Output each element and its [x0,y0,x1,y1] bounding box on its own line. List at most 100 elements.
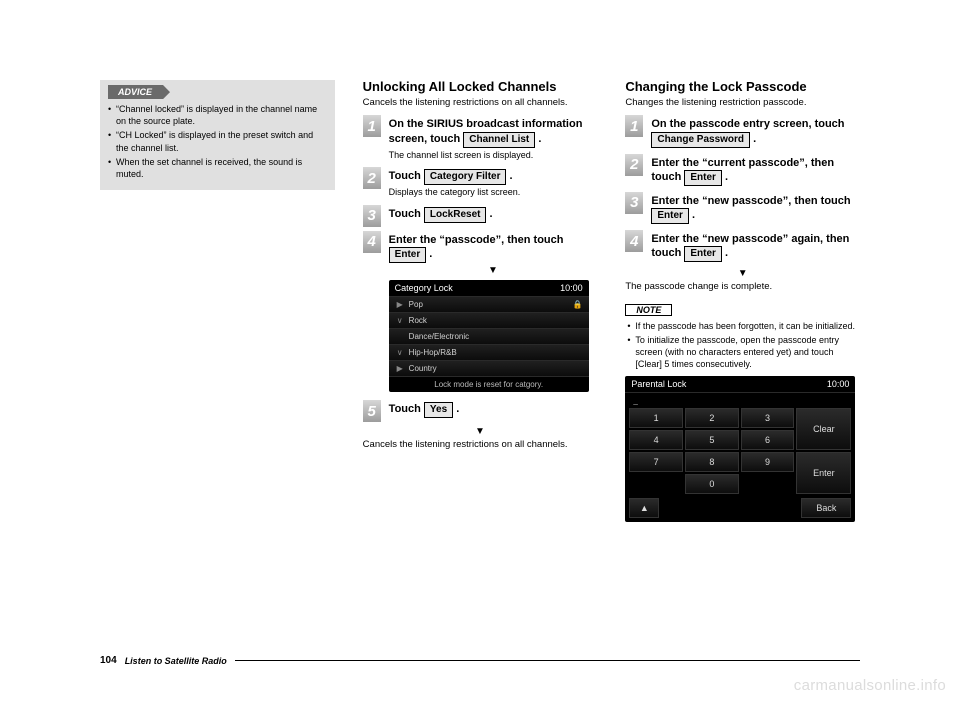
column-1: ADVICE “Channel locked” is displayed in … [100,80,335,526]
column-3: Changing the Lock Passcode Changes the l… [625,80,860,526]
step-title: Enter the “passcode”, then touch Enter . [389,233,598,263]
closing-text: Cancels the listening restrictions on al… [363,439,598,451]
step-desc: The channel list screen is displayed. [389,150,598,162]
advice-list: “Channel locked” is displayed in the cha… [108,103,327,180]
keypad-key[interactable]: 7 [629,452,683,472]
step-number: 3 [625,192,643,214]
step-number: 3 [363,205,381,227]
step-body: Touch LockReset . [387,205,598,227]
step-body: On the passcode entry screen, touch Chan… [649,115,860,149]
enter-button[interactable]: Enter [651,208,689,224]
step-title: Enter the “new passcode”, then touch Ent… [651,194,860,224]
step-5: 5 Touch Yes . [363,400,598,422]
parental-lock-screen: Parental Lock 10:00 _ 1 2 3 4 5 6 7 [625,376,855,522]
lock-icon: 🔒 [573,300,583,309]
section-heading: Changing the Lock Passcode [625,80,860,95]
watermark: carmanualsonline.info [794,677,946,694]
enter-button[interactable]: Enter [389,247,427,263]
advice-item: When the set channel is received, the so… [108,156,327,180]
keypad-key[interactable]: 6 [741,430,795,450]
down-arrow-icon: ▼ [363,426,598,437]
keypad-key[interactable]: 5 [685,430,739,450]
up-arrow-button[interactable]: ▲ [629,498,659,518]
step-1: 1 On the passcode entry screen, touch Ch… [625,115,860,149]
screen-row[interactable]: ▶Pop🔒 [389,297,589,313]
keypad-key[interactable]: 4 [629,430,683,450]
advice-callout: ADVICE “Channel locked” is displayed in … [100,80,335,190]
yes-button[interactable]: Yes [424,402,453,418]
back-button[interactable]: Back [801,498,851,518]
channel-list-button[interactable]: Channel List [463,132,535,148]
section-sub: Changes the listening restriction passco… [625,97,860,109]
step-body: Touch Yes . [387,400,598,422]
page-number: 104 [100,655,117,666]
step-number: 1 [625,115,643,137]
step-number: 2 [363,167,381,189]
closing-text: The passcode change is complete. [625,281,860,293]
step-body: Enter the “current passcode”, then touch… [649,154,860,188]
advice-label: ADVICE [100,85,170,99]
enter-button[interactable]: Enter [684,246,722,262]
passcode-entry: _ [625,393,855,408]
step-title: Touch LockReset . [389,207,598,223]
step-number: 1 [363,115,381,137]
screen-row[interactable]: Dance/Electronic [389,329,589,345]
screen-footer: Lock mode is reset for catgory. [389,377,589,392]
step-body: Enter the “passcode”, then touch Enter .… [387,231,598,396]
advice-item: “Channel locked” is displayed in the cha… [108,103,327,127]
step-4: 4 Enter the “new passcode” again, then t… [625,230,860,264]
step-title: Touch Category Filter . [389,169,598,185]
keypad-key[interactable]: 9 [741,452,795,472]
category-filter-button[interactable]: Category Filter [424,169,507,185]
step-1: 1 On the SIRIUS broadcast information sc… [363,115,598,163]
note-item: To initialize the passcode, open the pas… [627,334,858,370]
screen-header: Category Lock 10:00 [389,280,589,297]
keypad-key[interactable]: 1 [629,408,683,428]
category-lock-screen: Category Lock 10:00 ▶Pop🔒 ∨Rock Dance/El… [389,280,589,392]
screen-title: Category Lock [395,283,453,293]
note-item: If the passcode has been forgotten, it c… [627,320,858,332]
step-number: 4 [363,231,381,253]
step-number: 4 [625,230,643,252]
step-3: 3 Touch LockReset . [363,205,598,227]
column-2: Unlocking All Locked Channels Cancels th… [363,80,598,526]
keypad-key[interactable]: 2 [685,408,739,428]
section-heading: Unlocking All Locked Channels [363,80,598,95]
step-title: Enter the “new passcode” again, then tou… [651,232,860,262]
footer-rule [235,660,860,662]
step-body: On the SIRIUS broadcast information scre… [387,115,598,163]
screen-clock: 10:00 [827,379,850,389]
down-arrow-icon: ▼ [389,265,598,276]
step-3: 3 Enter the “new passcode”, then touch E… [625,192,860,226]
step-body: Enter the “new passcode”, then touch Ent… [649,192,860,226]
clear-button[interactable]: Clear [796,408,851,450]
screen-row[interactable]: ∨Rock [389,313,589,329]
note-body: If the passcode has been forgotten, it c… [625,320,860,371]
step-number: 5 [363,400,381,422]
screen-row[interactable]: ∨Hip-Hop/R&B [389,345,589,361]
screen-header: Parental Lock 10:00 [625,376,855,393]
step-number: 2 [625,154,643,176]
enter-button[interactable]: Enter [684,170,722,186]
advice-item: “CH Locked” is displayed in the preset s… [108,129,327,153]
note-callout: NOTE If the passcode has been forgotten,… [625,304,860,523]
step-title: On the SIRIUS broadcast information scre… [389,117,598,147]
step-title: On the passcode entry screen, touch Chan… [651,117,860,147]
keypad-key[interactable]: 0 [685,474,739,494]
section-sub: Cancels the listening restrictions on al… [363,97,598,109]
step-desc: Displays the category list screen. [389,187,598,199]
step-body: Touch Category Filter . Displays the cat… [387,167,598,201]
keypad-key[interactable]: 3 [741,408,795,428]
screen-clock: 10:00 [560,283,583,293]
note-label: NOTE [625,304,672,316]
screen-title: Parental Lock [631,379,686,389]
down-arrow-icon: ▼ [625,268,860,279]
enter-key-button[interactable]: Enter [796,452,851,494]
screen-row[interactable]: ▶Country [389,361,589,377]
step-title: Touch Yes . [389,402,598,418]
lockreset-button[interactable]: LockReset [424,207,487,223]
change-password-button[interactable]: Change Password [651,132,750,148]
keypad-key[interactable]: 8 [685,452,739,472]
page-content: ADVICE “Channel locked” is displayed in … [100,80,860,526]
page-footer: 104 Listen to Satellite Radio [100,655,860,666]
